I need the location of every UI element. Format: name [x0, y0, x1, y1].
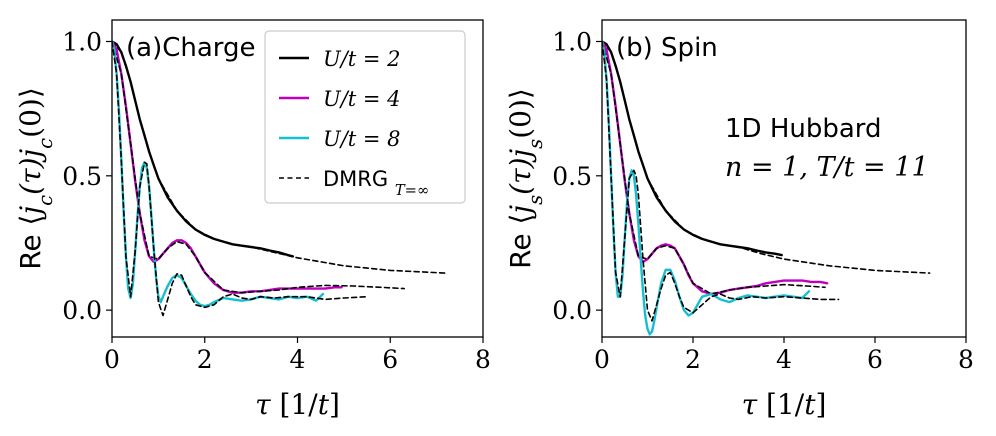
y-tick-label: 0.0: [552, 296, 592, 325]
legend-entry-label: U/t = 8: [323, 127, 401, 151]
y-axis-label: Re ⟨js(τ)js(0)⟩: [504, 88, 547, 269]
legend-entry-label: DMRG T=∞: [323, 167, 429, 199]
label-part: (0)⟩: [14, 87, 47, 138]
label-part: (τ): [14, 157, 47, 194]
label-part: DMRG: [323, 167, 395, 191]
label-part: [1/: [757, 388, 805, 421]
label-part: c: [34, 195, 57, 206]
label-part: (0)⟩: [504, 88, 537, 139]
label-part: s: [524, 139, 547, 149]
label-part: c: [34, 138, 57, 149]
x-tick-label: 6: [867, 345, 883, 374]
y-tick-label: 1.0: [552, 27, 592, 56]
x-tick-label: 8: [475, 345, 491, 374]
x-tick-label: 0: [594, 345, 610, 374]
x-axis-label: τ [1/t]: [742, 388, 827, 421]
label-part: Re: [504, 225, 537, 269]
label-part: τ: [255, 388, 271, 421]
label-part: ]: [329, 388, 340, 421]
label-part: s: [524, 195, 547, 205]
legend-box: [264, 30, 466, 204]
y-tick-label: 0.0: [62, 296, 102, 325]
chart-panel-charge: 0 2 4 6 8 0.0 0.5 1.0 τ [1/t] Re ⟨jc(τ)jc(0)⟩ (a)C…: [14, 19, 491, 421]
x-tick-label: 8: [958, 345, 974, 374]
x-tick-label: 4: [776, 345, 792, 374]
series-line-u-t-2-dmrg: [112, 40, 447, 274]
label-part: ⟨: [504, 214, 537, 225]
label-part: T=∞: [395, 182, 429, 199]
y-axis-label: Re ⟨jc(τ)jc(0)⟩: [14, 87, 57, 270]
series-line-u-t-8-dmrg: [602, 40, 840, 322]
label-part: Re: [14, 225, 47, 269]
x-tick-label: 0: [104, 345, 120, 374]
series-group: [112, 40, 447, 317]
label-part: (τ): [504, 157, 537, 194]
label-part: ⟨: [14, 215, 47, 226]
series-line-u-t-2: [602, 40, 783, 257]
series-group: [602, 40, 931, 336]
x-axis-label: τ [1/t]: [255, 388, 340, 421]
series-line-u-t-4-dmrg: [112, 40, 405, 294]
label-part: ]: [815, 388, 826, 421]
x-tick-label: 4: [290, 345, 306, 374]
label-part: τ: [742, 388, 758, 421]
chart-panel-spin: 0 2 4 6 8 0.0 0.5 1.0 τ [1/t] Re ⟨js(τ)js(0)⟩ (b) …: [504, 19, 974, 421]
annotation-params: n = 1, T/t = 11: [725, 152, 929, 183]
series-line-u-t-8-dmrg: [112, 40, 368, 317]
annotation-model: 1D Hubbard: [725, 114, 882, 144]
label-part: t: [318, 388, 330, 421]
x-tick-label: 2: [197, 345, 213, 374]
panel-label: (b) Spin: [616, 33, 718, 63]
y-tick-label: 0.5: [62, 162, 102, 191]
x-tick-label: 2: [685, 345, 701, 374]
legend-entry-label: U/t = 2: [323, 47, 401, 71]
series-line-u-t-2-dmrg: [602, 40, 931, 274]
y-tick-label: 1.0: [62, 27, 102, 56]
label-part: t: [804, 388, 816, 421]
panel-label: (a)Charge: [126, 33, 256, 63]
y-tick-label: 0.5: [552, 162, 592, 191]
legend-entry-label: U/t = 4: [323, 87, 401, 111]
label-part: [1/: [271, 388, 319, 421]
x-tick-label: 6: [382, 345, 398, 374]
